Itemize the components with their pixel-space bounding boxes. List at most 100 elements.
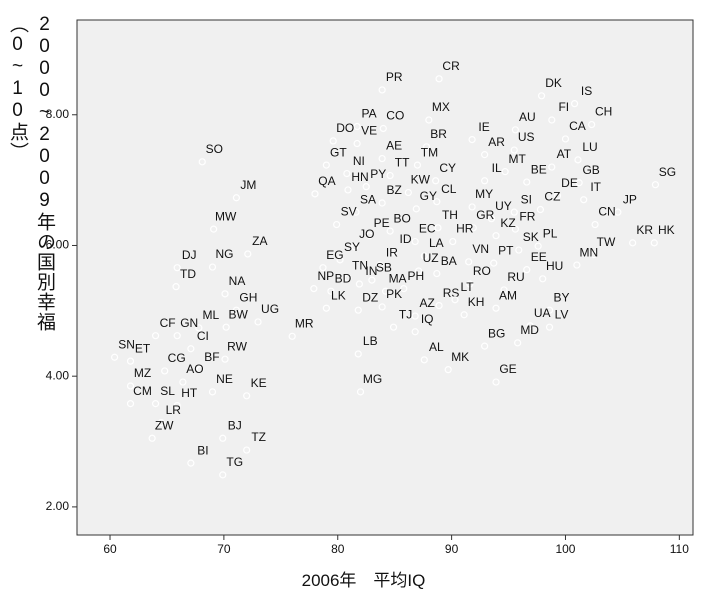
point-label: CM: [133, 384, 152, 398]
point-label: CY: [439, 161, 456, 175]
point: [356, 388, 365, 396]
point: [523, 178, 531, 186]
point-label: CN: [598, 205, 615, 219]
point: [574, 156, 582, 164]
point: [536, 205, 545, 214]
point-label: KW: [411, 173, 431, 187]
point-label: MG: [363, 372, 382, 386]
point: [492, 304, 500, 312]
point: [614, 208, 622, 216]
point: [329, 137, 337, 145]
point: [157, 418, 165, 427]
point: [435, 75, 443, 83]
point-label: DE: [561, 176, 578, 190]
point: [537, 92, 546, 100]
point: [487, 215, 496, 223]
point: [208, 263, 217, 271]
point: [469, 224, 477, 232]
point-label: MD: [520, 323, 539, 337]
point: [173, 401, 181, 410]
point: [420, 356, 428, 364]
point-label: HT: [181, 386, 198, 400]
point-label: FR: [519, 209, 535, 223]
point-label: US: [518, 130, 535, 144]
point-label: GH: [239, 290, 257, 304]
point-label: IL: [492, 161, 502, 175]
point-label: DK: [545, 76, 562, 90]
point: [243, 446, 251, 454]
point-label: CZ: [544, 190, 560, 204]
point-label: AT: [557, 147, 572, 161]
point-label: DJ: [182, 248, 197, 262]
point: [510, 146, 518, 154]
point: [514, 339, 522, 347]
point-label: BD: [335, 271, 352, 285]
point: [355, 280, 363, 288]
point-label: BI: [197, 443, 208, 457]
point: [322, 304, 330, 312]
point-label: TM: [421, 145, 438, 159]
point: [561, 135, 570, 143]
point: [319, 264, 327, 272]
point-label: LT: [460, 280, 474, 294]
point-label: PT: [498, 243, 514, 257]
point-label: IN: [365, 264, 377, 278]
point: [378, 86, 386, 94]
point-label: ML: [202, 308, 219, 322]
point: [151, 332, 160, 340]
point: [468, 203, 476, 211]
point-label: BZ: [386, 183, 401, 197]
point: [404, 188, 412, 197]
x-tick-label: 70: [217, 542, 231, 556]
point: [161, 367, 169, 375]
point: [523, 266, 531, 274]
point-label: IT: [590, 180, 601, 194]
point: [389, 248, 398, 256]
point: [590, 251, 598, 259]
point-label: SL: [160, 384, 175, 398]
point: [344, 186, 352, 194]
point: [433, 269, 441, 278]
point: [420, 252, 428, 260]
point-label: HU: [546, 259, 563, 273]
point: [187, 345, 195, 353]
point: [432, 177, 440, 185]
point: [389, 323, 398, 331]
point-label: TD: [180, 267, 196, 281]
point: [511, 225, 519, 233]
point-label: IQ: [421, 312, 434, 326]
point-label: BA: [441, 254, 457, 268]
point-label: MW: [215, 209, 237, 223]
point: [353, 122, 361, 131]
point: [510, 208, 518, 216]
point-label: SG: [659, 165, 676, 179]
point-label: CL: [441, 182, 457, 196]
point-label: EG: [326, 248, 343, 262]
y-axis-label: 2000~2009年の国別幸福 （0~10点）: [7, 14, 55, 332]
point-label: NA: [229, 274, 246, 288]
point: [449, 237, 457, 246]
point-label: MN: [580, 245, 599, 259]
point-label: DO: [336, 121, 354, 135]
point-label: MX: [432, 100, 450, 114]
point-label: MA: [389, 271, 407, 285]
point: [481, 342, 489, 350]
point-label: JP: [623, 192, 637, 206]
point-label: LA: [429, 236, 444, 250]
point-label: BO: [393, 211, 410, 225]
point-label: AU: [519, 110, 536, 124]
point-label: BR: [430, 127, 447, 141]
point: [110, 353, 119, 361]
point-label: SI: [521, 192, 532, 206]
point-label: CA: [569, 119, 586, 133]
point-label: PE: [374, 216, 390, 230]
point-label: KH: [468, 295, 485, 309]
point-label: RW: [227, 339, 247, 353]
point-label: DZ: [362, 290, 378, 304]
point-label: UG: [261, 302, 279, 316]
point: [465, 258, 473, 266]
point-label: JM: [240, 178, 256, 192]
point-label: EC: [419, 222, 436, 236]
point-label: MT: [508, 152, 526, 166]
point-label: CR: [442, 59, 460, 73]
